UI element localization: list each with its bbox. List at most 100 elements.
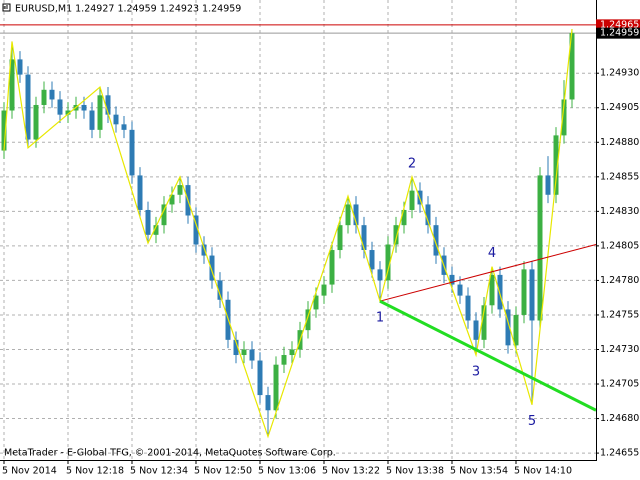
x-tick-label: 5 Nov 13:06: [258, 466, 316, 477]
candle-body: [65, 110, 71, 115]
ask-line-box: [596, 19, 640, 31]
candle-body: [305, 309, 311, 331]
candle-body: [505, 309, 511, 346]
y-tick-label: 1.24855: [600, 171, 639, 182]
x-tick-label: 5 Nov 13:54: [450, 466, 508, 477]
candle-body: [433, 225, 439, 256]
candle-body: [49, 89, 55, 100]
wave-label: 3: [472, 365, 480, 380]
candle-body: [25, 74, 31, 140]
y-tick-label: 1.24680: [600, 413, 639, 424]
y-tick-label: 1.24655: [600, 448, 639, 459]
wave-label: 4: [488, 246, 496, 261]
candle-body: [169, 194, 175, 205]
wave-label: 2: [408, 156, 416, 171]
trendline: [379, 244, 597, 302]
y-tick-label: 1.24830: [600, 206, 639, 217]
y-tick-label: 1.24780: [600, 275, 639, 286]
candle-body: [465, 295, 471, 321]
candle-body: [537, 175, 543, 321]
y-tick-label: 1.24930: [600, 68, 639, 79]
candle-body: [481, 305, 487, 340]
candle-body: [321, 284, 327, 296]
x-tick-label: 5 Nov 12:50: [194, 466, 252, 477]
y-tick-label: 1.24880: [600, 137, 639, 148]
candle-body: [121, 124, 127, 130]
candle-body: [177, 185, 183, 195]
wave-label: 5: [528, 414, 536, 429]
candle-body: [393, 225, 399, 245]
candle-body: [33, 104, 39, 140]
candle-body: [241, 349, 247, 356]
candle-body: [353, 204, 359, 226]
candle-body: [201, 244, 207, 256]
candle-body: [145, 209, 151, 235]
candle-body: [377, 269, 383, 281]
y-tick-label: 1.24805: [600, 240, 639, 251]
candle-body: [129, 129, 135, 176]
candle-body: [409, 190, 415, 210]
candle-body: [193, 215, 199, 245]
x-tick-label: 5 Nov 2014: [2, 466, 57, 477]
bid-line-box: [596, 27, 640, 39]
y-tick-label: 1.24905: [600, 102, 639, 113]
candle-body: [473, 320, 479, 340]
candle-body: [249, 349, 255, 361]
candle-body: [209, 255, 215, 281]
candle-body: [9, 59, 15, 111]
candle-body: [281, 355, 287, 365]
candle-body: [217, 280, 223, 300]
candle-body: [105, 95, 111, 115]
candle-body: [361, 225, 367, 251]
candle-body: [401, 209, 407, 226]
wave-label: 1: [376, 311, 384, 326]
y-tick-label: 1.24730: [600, 344, 639, 355]
candle-body: [17, 59, 23, 75]
x-tick-label: 5 Nov 13:22: [322, 466, 380, 477]
candle-body: [289, 349, 295, 356]
candle-body: [513, 314, 519, 346]
y-tick-label: 1.24705: [600, 379, 639, 390]
candle-body: [449, 274, 455, 285]
candle-body: [97, 95, 103, 130]
candle-body: [521, 269, 527, 315]
candle-body: [313, 295, 319, 310]
y-tick-label: 1.24755: [600, 309, 639, 320]
candle-body: [81, 104, 87, 111]
footer: MetaTrader - E-Global TFG, © 2001-2014, …: [4, 448, 336, 459]
candle-body: [161, 204, 167, 226]
zigzag: [3, 28, 573, 439]
candle-body: [553, 135, 559, 195]
candle-body: [137, 175, 143, 210]
chart-icon: [2, 3, 11, 12]
x-tick-label: 5 Nov 14:10: [514, 466, 572, 477]
candle-body: [113, 114, 119, 125]
candle-body: [257, 360, 263, 396]
ask-line-label: 1.24965: [600, 19, 639, 30]
candle-body: [265, 395, 271, 411]
bid-line-label: 1.24959: [600, 28, 639, 39]
candle-body: [337, 225, 343, 251]
candle-body: [233, 339, 239, 356]
candle-body: [457, 284, 463, 296]
candle-body: [569, 33, 575, 100]
candle-body: [545, 175, 551, 195]
trendline: [379, 299, 597, 412]
chart-title: EURUSD,M1 1.24927 1.24959 1.24923 1.2495…: [15, 4, 241, 15]
candle-body: [153, 225, 159, 235]
x-tick-label: 5 Nov 13:38: [386, 466, 444, 477]
candle-body: [529, 269, 535, 321]
plot: 1 2 3 4 5: [0, 0, 597, 460]
x-tick-label: 5 Nov 12:18: [66, 466, 124, 477]
candle-body: [57, 99, 63, 115]
candle-body: [369, 250, 375, 270]
candle-body: [329, 250, 335, 285]
candle-body: [385, 244, 391, 281]
candle-body: [89, 110, 95, 130]
candle-body: [41, 89, 47, 105]
candle-body: [425, 204, 431, 226]
candle-body: [489, 274, 495, 306]
candle-body: [1, 110, 7, 151]
